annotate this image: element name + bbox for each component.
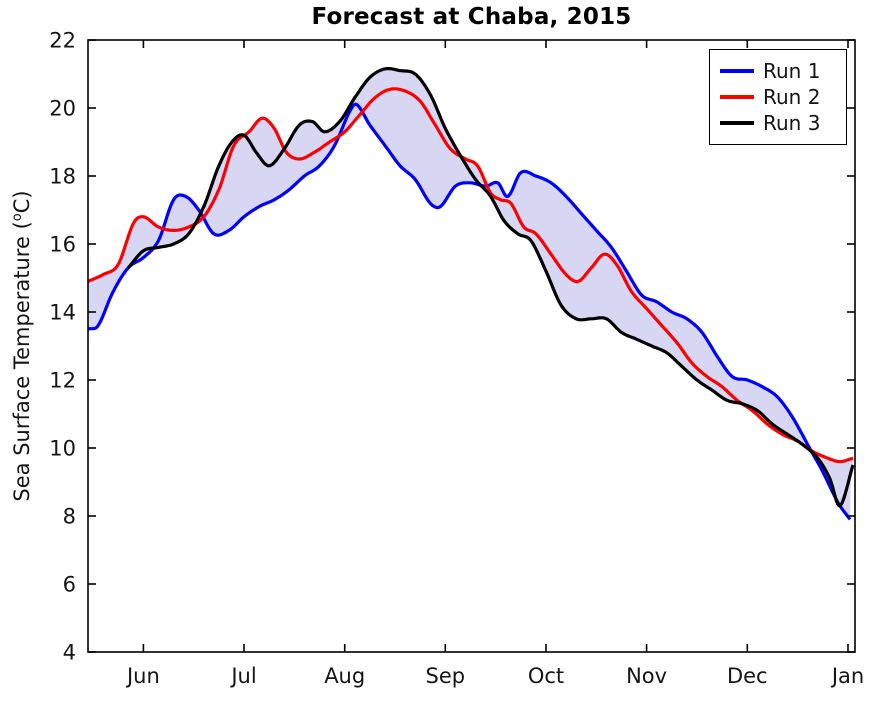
axes-box (87, 39, 856, 653)
legend-item-run-2: Run 2 (720, 84, 834, 110)
y-tick-label: 8 (63, 504, 76, 528)
legend-item-run-3: Run 3 (720, 110, 834, 136)
run-2-line (87, 87, 854, 464)
ensemble-spread-band (88, 68, 853, 520)
x-tick-label: Jan (830, 664, 864, 688)
x-tick-label: Oct (528, 664, 564, 688)
x-tick-label: Jun (125, 664, 160, 688)
run-2-line-swatch (720, 95, 754, 99)
run-1-line (87, 102, 852, 521)
chart-title: Forecast at Chaba, 2015 (311, 4, 632, 30)
run-3-line-swatch (720, 121, 754, 125)
legend-label-run-3: Run 3 (763, 111, 821, 135)
y-tick-label: 18 (49, 164, 76, 188)
y-tick-label: 4 (63, 640, 76, 664)
y-tick-label: 12 (49, 368, 76, 392)
x-tick-label: Jul (229, 664, 256, 688)
x-tick-label: Dec (727, 664, 768, 688)
x-tick-label: Nov (626, 664, 667, 688)
y-tick-label: 14 (49, 300, 76, 324)
y-tick-label: 22 (49, 28, 76, 52)
run-3-line (127, 67, 855, 508)
y-tick-label: 10 (49, 436, 76, 460)
y-tick-label: 6 (63, 572, 76, 596)
y-tick-label: 20 (49, 96, 76, 120)
legend-label-run-1: Run 1 (763, 59, 821, 83)
x-tick-label: Sep (426, 664, 466, 688)
x-tick-label: Aug (324, 664, 365, 688)
y-tick-label: 16 (49, 232, 76, 256)
legend: Run 1 Run 2 Run 3 (709, 49, 847, 145)
legend-label-run-2: Run 2 (763, 85, 821, 109)
run-1-line-swatch (720, 69, 754, 73)
legend-item-run-1: Run 1 (720, 58, 834, 84)
